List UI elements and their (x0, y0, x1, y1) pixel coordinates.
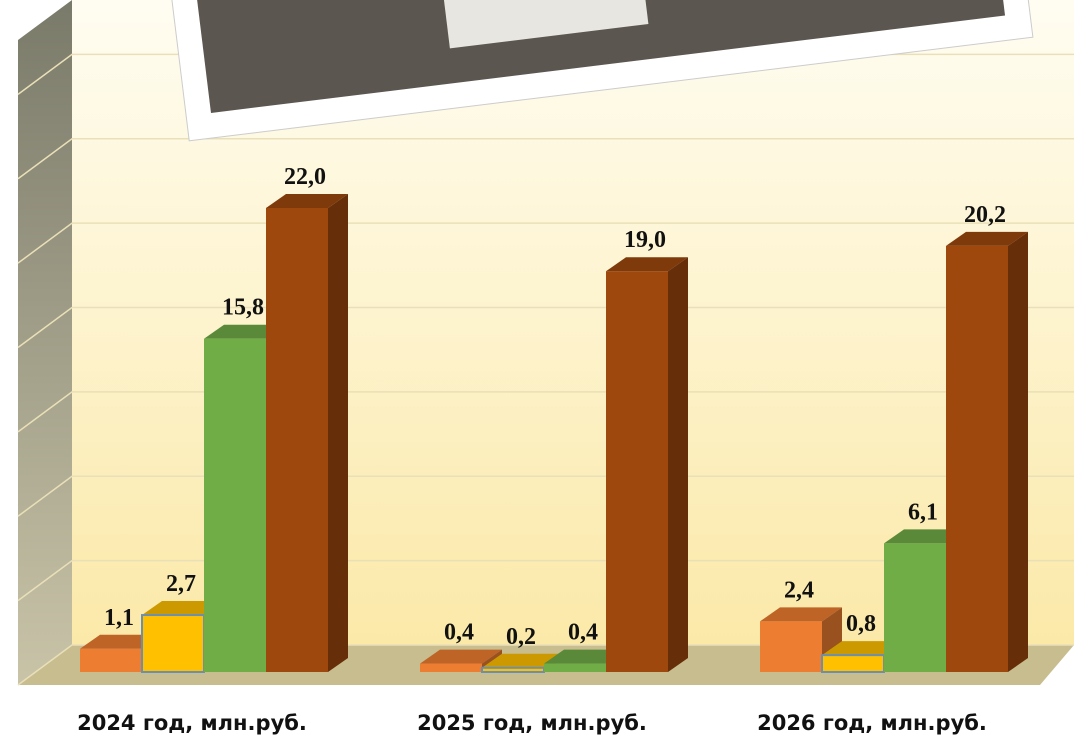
bar-front (420, 663, 482, 672)
data-label: 0,2 (506, 624, 536, 650)
bar (606, 257, 688, 672)
bar (946, 231, 1028, 672)
bar-top (266, 193, 348, 208)
photo (170, 0, 1034, 142)
bar-front (946, 245, 1008, 672)
x-tick-label: 2025 год, млн.руб. (417, 711, 647, 735)
bar-top (142, 601, 224, 616)
bar-side (668, 257, 688, 672)
grid-line (17, 222, 1074, 264)
bar-top (204, 324, 286, 339)
grid-line (17, 391, 1074, 433)
bar-front (481, 666, 545, 673)
data-label: 6,1 (908, 499, 938, 525)
bar-top (606, 257, 688, 272)
bar-front (266, 207, 328, 672)
bar-top (544, 649, 626, 664)
data-label: 0,4 (568, 620, 598, 646)
bar-top (884, 529, 966, 544)
bar-side (328, 193, 348, 672)
bar-top (482, 653, 564, 668)
bar-front (821, 654, 885, 673)
bar-front (141, 614, 205, 673)
grid-line (17, 475, 1074, 517)
bar-top (760, 607, 842, 622)
data-label: 19,0 (624, 227, 666, 253)
data-label: 20,2 (964, 202, 1006, 228)
bar-side (1008, 231, 1028, 672)
data-label: 22,0 (284, 164, 326, 190)
x-tick-label: 2026 год, млн.руб. (757, 711, 987, 735)
bar-top (946, 231, 1028, 246)
grid-line (17, 306, 1074, 349)
data-label: 0,4 (444, 620, 474, 646)
photo-paper (443, 0, 649, 49)
bar-top (822, 641, 904, 656)
data-label: 2,4 (784, 577, 814, 603)
data-label: 2,7 (166, 571, 196, 597)
bar-front (760, 621, 822, 672)
bar-front (80, 648, 142, 672)
bar (266, 193, 348, 672)
data-label: 0,8 (846, 611, 876, 637)
grid-line (17, 644, 1074, 686)
bar-front (544, 663, 606, 672)
side-wall (18, 0, 72, 685)
bar-front (606, 271, 668, 672)
bar-front (884, 543, 946, 672)
grid-line (17, 559, 1074, 602)
data-label: 15,8 (222, 295, 264, 321)
x-tick-label: 2024 год, млн.руб. (77, 711, 307, 735)
data-label: 1,1 (104, 605, 134, 631)
grid-line (17, 138, 1074, 180)
bar-top (420, 649, 502, 664)
bar-front (204, 338, 266, 672)
